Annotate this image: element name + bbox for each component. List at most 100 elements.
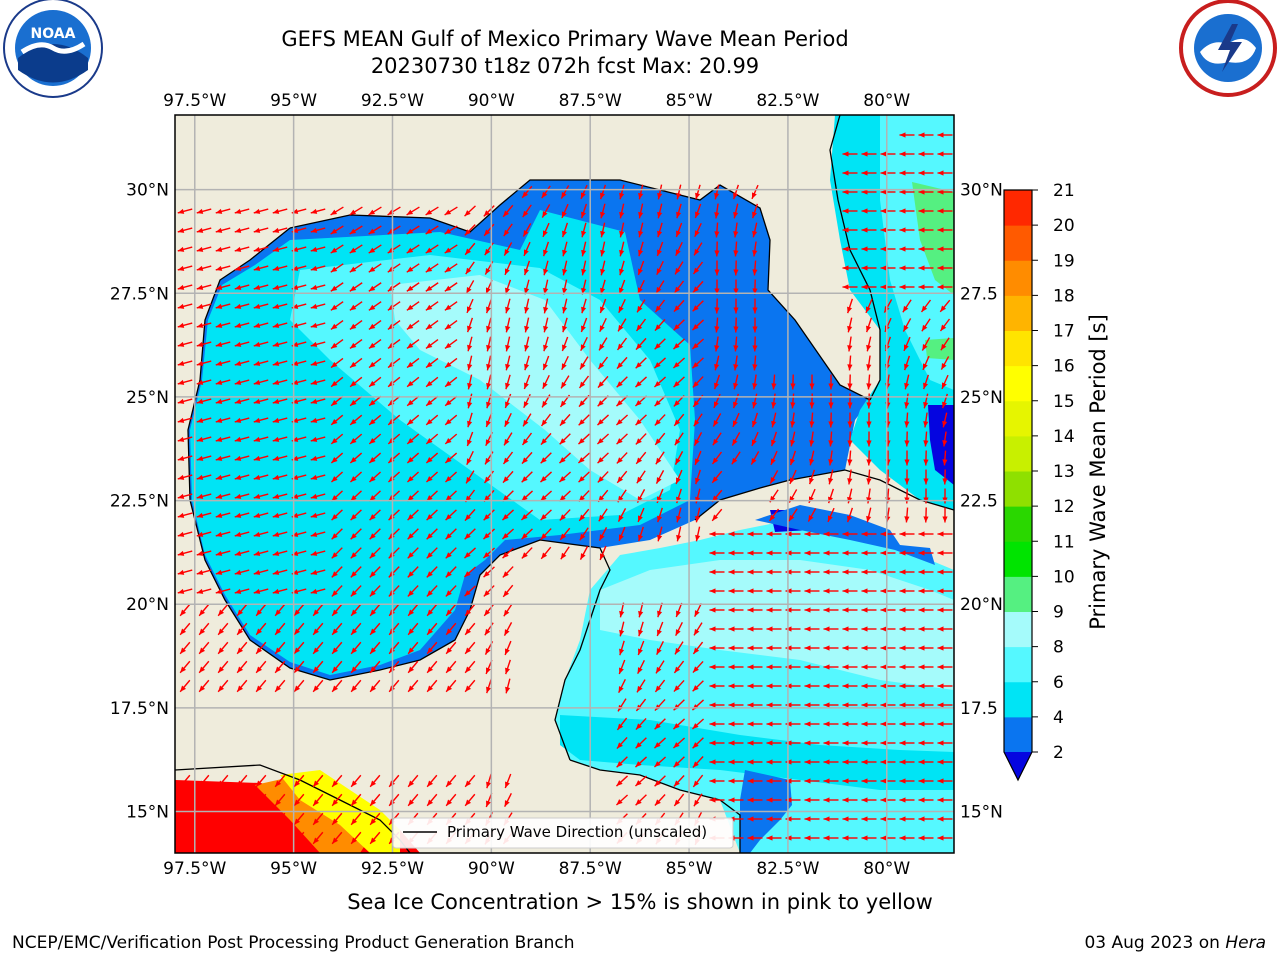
- wave-arrow-head: [464, 210, 471, 217]
- wave-arrow-head: [617, 476, 624, 483]
- wave-arrow-head: [331, 476, 338, 483]
- wave-arrow-head: [218, 780, 225, 787]
- wave-arrow-head: [828, 383, 834, 390]
- wave-arrow-head: [638, 211, 644, 219]
- atlantic-light-cyan: [880, 115, 954, 390]
- wave-arrow-head: [275, 837, 282, 844]
- wave-arrow-head: [199, 799, 206, 806]
- wave-arrow-head: [177, 303, 185, 309]
- wave-arrow-head: [504, 438, 510, 446]
- wave-arrow-head: [253, 417, 261, 423]
- wave-arrow-head: [256, 818, 263, 825]
- wave-arrow-head: [842, 759, 849, 765]
- wave-arrow-head: [676, 211, 682, 219]
- wave-arrow-head: [505, 268, 510, 275]
- wave-arrow-head: [937, 645, 944, 651]
- y-tick-label-right: 15°N: [960, 803, 1003, 823]
- wave-arrow-head: [766, 759, 773, 765]
- wave-arrow-head: [674, 647, 681, 655]
- wave-arrow-head: [543, 230, 548, 237]
- chart-subtitle: 20230730 t18z 072h fcst Max: 20.99: [370, 54, 760, 78]
- wave-arrow-head: [823, 588, 830, 594]
- wave-arrow-head: [823, 607, 830, 613]
- wave-arrow-head: [823, 626, 830, 632]
- wave-arrow-head: [196, 360, 204, 366]
- wave-arrow-head: [861, 816, 868, 822]
- wave-arrow-head: [581, 230, 587, 238]
- wave-arrow-head: [467, 306, 472, 313]
- wave-arrow-head: [618, 515, 624, 522]
- wave-arrow-head: [728, 702, 735, 708]
- wave-arrow-head: [899, 170, 906, 176]
- wave-arrow-head: [310, 493, 318, 499]
- wave-arrow-head: [196, 284, 204, 290]
- wave-arrow-head: [445, 533, 452, 540]
- wave-arrow-head: [234, 246, 242, 252]
- wave-arrow-head: [426, 495, 433, 502]
- wave-arrow-head: [483, 533, 490, 540]
- wave-arrow-head: [524, 306, 530, 314]
- wave-arrow-head: [426, 533, 433, 540]
- wave-arrow-head: [199, 628, 206, 635]
- colorbar-segment: [1004, 506, 1032, 542]
- wave-arrow-head: [310, 265, 318, 271]
- wave-arrow-head: [600, 268, 606, 276]
- wave-arrow-head: [693, 419, 700, 427]
- colorbar-segment: [1004, 646, 1032, 683]
- wave-arrow-head: [521, 552, 528, 559]
- wave-arrow-head: [714, 288, 720, 295]
- wave-arrow-head: [712, 438, 719, 446]
- wave-arrow-head: [733, 211, 739, 219]
- wave-arrow-head: [922, 363, 928, 370]
- wave-arrow-head: [709, 683, 716, 689]
- wave-arrow-head: [310, 379, 318, 385]
- wave-arrow-head: [543, 249, 548, 257]
- wave-arrow-head: [828, 402, 834, 409]
- wave-arrow-head: [445, 438, 452, 444]
- wave-arrow-head: [865, 306, 871, 313]
- wave-arrow-head: [618, 306, 624, 313]
- wave-arrow-head: [598, 514, 605, 522]
- wave-arrow-head: [505, 686, 511, 694]
- wave-arrow-head: [215, 455, 223, 461]
- wave-arrow-head: [369, 438, 376, 444]
- wave-arrow-head: [752, 326, 758, 333]
- wave-arrow-head: [196, 208, 204, 214]
- colorbar-segment: [1004, 365, 1032, 402]
- wave-arrow-head: [483, 571, 490, 578]
- wave-arrow-head: [752, 288, 758, 295]
- wave-arrow-head: [349, 342, 357, 349]
- colorbar-tick-label: 21: [1053, 181, 1075, 201]
- wave-arrow-head: [597, 438, 604, 445]
- wave-arrow-head: [444, 304, 452, 311]
- wave-arrow-head: [464, 552, 471, 559]
- wave-arrow-head: [559, 476, 566, 483]
- wave-arrow-head: [444, 323, 452, 330]
- wave-arrow-head: [196, 474, 204, 480]
- wave-arrow-head: [196, 379, 204, 385]
- wave-arrow-head: [842, 170, 849, 176]
- wave-arrow-head: [766, 607, 773, 613]
- wave-arrow-head: [427, 685, 434, 692]
- wave-arrow-head: [524, 363, 530, 371]
- wave-arrow-head: [581, 192, 586, 199]
- wave-arrow-head: [407, 457, 414, 463]
- wave-arrow-head: [522, 438, 529, 445]
- wave-arrow-head: [692, 305, 699, 312]
- wave-arrow-head: [177, 550, 185, 556]
- colorbar-segment: [1004, 260, 1032, 296]
- wave-arrow-head: [350, 590, 357, 597]
- wave-arrow-head: [543, 344, 549, 352]
- wave-arrow-head: [310, 303, 318, 309]
- wave-arrow-head: [861, 284, 868, 290]
- wave-arrow-head: [199, 609, 206, 616]
- wave-arrow-head: [918, 778, 925, 784]
- wave-arrow-head: [732, 420, 738, 427]
- wave-arrow-head: [426, 380, 433, 387]
- wave-arrow-head: [752, 211, 757, 219]
- wave-arrow-head: [598, 362, 605, 369]
- wave-arrow-head: [600, 306, 605, 314]
- wave-arrow-head: [866, 478, 872, 485]
- colorbar-outline: [1003, 189, 1033, 782]
- wave-arrow-head: [425, 323, 433, 330]
